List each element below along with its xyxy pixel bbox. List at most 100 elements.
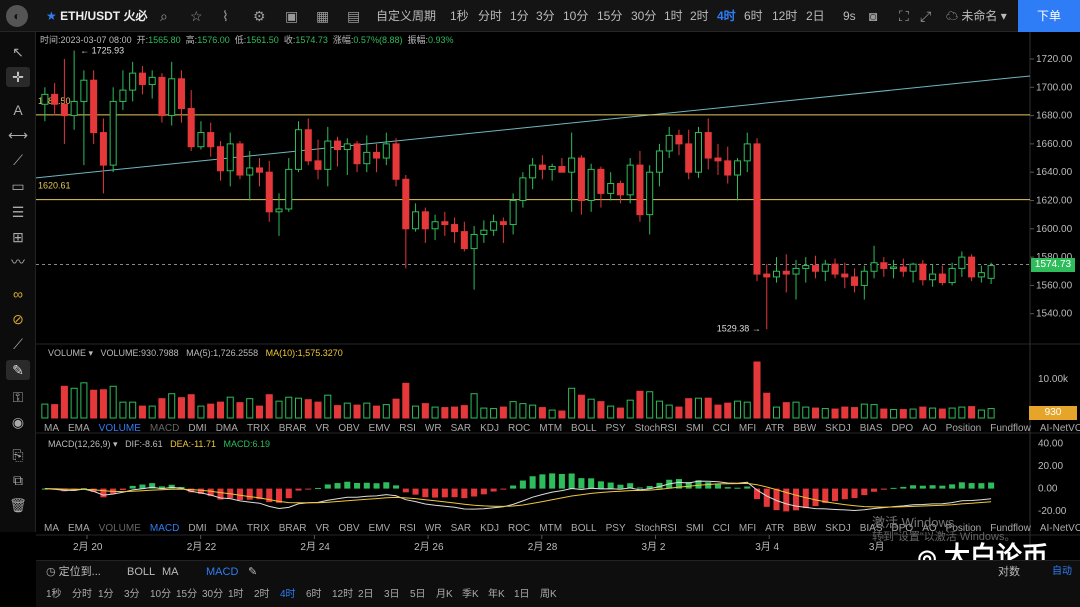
chart-type-icon[interactable]: ⌇ — [222, 8, 229, 24]
indicator-tab-volume[interactable]: VOLUME — [98, 523, 141, 534]
log-scale-toggle[interactable]: 对数 — [998, 566, 1020, 578]
hline-tool-icon[interactable]: ⟷ — [7, 127, 29, 143]
fib-tool-icon[interactable]: ☰ — [11, 204, 25, 220]
indicator-tab-bias[interactable]: BIAS — [859, 523, 883, 534]
period-10m[interactable]: 10分 — [563, 9, 589, 23]
indicator-tab-stochrsi[interactable]: StochRSI — [634, 523, 677, 534]
indicator-ma[interactable]: MA — [162, 566, 179, 578]
indicator-tab-macd[interactable]: MACD — [149, 523, 180, 534]
period-15m[interactable]: 15分 — [597, 9, 623, 23]
auto-scale-toggle[interactable]: 自动 — [1052, 566, 1072, 577]
indicator-tab-bias[interactable]: BIAS — [859, 423, 883, 434]
magnet-icon[interactable]: ⊘ — [12, 311, 24, 327]
indicator-tab-ema[interactable]: EMA — [68, 523, 90, 534]
bottom-period-季K[interactable]: 季K — [462, 589, 479, 600]
indicator-tab-skdj[interactable]: SKDJ — [825, 423, 851, 434]
indicator-tab-atr[interactable]: ATR — [765, 523, 785, 534]
bottom-period-4时[interactable]: 4时 — [280, 589, 296, 600]
indicator-tab-fundflow[interactable]: Fundflow — [990, 423, 1031, 434]
period-1s[interactable]: 1秒 — [450, 9, 469, 23]
bottom-period-1时[interactable]: 1时 — [228, 589, 244, 600]
trash-icon[interactable]: 🗑 — [9, 497, 27, 513]
bottom-period-1日[interactable]: 1日 — [514, 589, 530, 600]
period-4h[interactable]: 4时 — [717, 9, 736, 23]
bottom-period-12时[interactable]: 12时 — [332, 589, 354, 600]
period-6h[interactable]: 6时 — [744, 9, 763, 23]
template-icon[interactable]: ▣ — [285, 8, 299, 24]
wave-tool-icon[interactable]: 〰 — [11, 254, 25, 270]
pattern-tool-icon[interactable]: ⊞ — [12, 229, 24, 245]
crosshair-icon[interactable]: ✛ — [6, 67, 30, 87]
bottom-period-5日[interactable]: 5日 — [410, 589, 426, 600]
indicator-tab-trix[interactable]: TRIX — [246, 523, 270, 534]
indicator-tab-volume[interactable]: VOLUME — [98, 423, 141, 434]
order-button[interactable]: 下单 — [1018, 0, 1080, 32]
indicator-tab-wr[interactable]: WR — [424, 423, 442, 434]
indicator-tab-kdj[interactable]: KDJ — [480, 423, 500, 434]
bottom-period-6时[interactable]: 6时 — [306, 589, 322, 600]
period-30m[interactable]: 30分 — [631, 9, 657, 23]
period-1m[interactable]: 1分 — [510, 9, 529, 23]
indicator-tab-ai-netvol[interactable]: AI-NetVOL — [1039, 423, 1080, 434]
indicator-tab-obv[interactable]: OBV — [338, 423, 360, 434]
candlestick-chart[interactable]: 1680.501620.61 1720.001700.001680.001660… — [35, 32, 1080, 560]
indicator-tab-obv[interactable]: OBV — [338, 523, 360, 534]
bottom-period-2日[interactable]: 2日 — [358, 589, 374, 600]
bottom-period-30分[interactable]: 30分 — [202, 589, 224, 600]
bottom-period-10分[interactable]: 10分 — [150, 589, 172, 600]
indicator-tab-kdj[interactable]: KDJ — [480, 523, 500, 534]
bottom-period-3分[interactable]: 3分 — [124, 589, 140, 600]
favorite-star-icon[interactable]: ★ — [46, 9, 57, 23]
volume-title[interactable]: VOLUME — [48, 348, 87, 358]
search-icon[interactable]: ⌕ — [160, 8, 168, 24]
indicator-boll[interactable]: BOLL — [127, 566, 156, 578]
indicator-tab-psy[interactable]: PSY — [605, 423, 626, 434]
indicator-tab-bbw[interactable]: BBW — [793, 523, 817, 534]
ruler-icon[interactable]: ⟋ — [13, 336, 23, 352]
indicator-tab-atr[interactable]: ATR — [765, 423, 785, 434]
indicator-tab-roc[interactable]: ROC — [508, 523, 531, 534]
add-indicator-icon[interactable]: ☆ — [190, 8, 203, 24]
indicator-tab-sar[interactable]: SAR — [450, 523, 472, 534]
custom-period-dropdown[interactable]: 自定义周期 — [376, 9, 437, 23]
indicator-tab-mfi[interactable]: MFI — [738, 423, 757, 434]
symbol-selector[interactable]: ★ ETH/USDT 火必 — [46, 0, 147, 32]
period-12h[interactable]: 12时 — [772, 9, 798, 23]
indicator-tab-roc[interactable]: ROC — [508, 423, 531, 434]
bottom-period-1分[interactable]: 1分 — [98, 589, 114, 600]
indicator-tab-cci[interactable]: CCI — [712, 523, 730, 534]
indicator-tab-mfi[interactable]: MFI — [738, 523, 757, 534]
indicator-tab-boll[interactable]: BOLL — [571, 423, 597, 434]
bottom-period-年K[interactable]: 年K — [488, 589, 505, 600]
indicator-tab-fundflow[interactable]: Fundflow — [990, 523, 1031, 534]
grid-icon[interactable]: ▦ — [316, 8, 330, 24]
pen-icon[interactable]: ✎ — [6, 360, 30, 380]
indicator-tab-dpo[interactable]: DPO — [891, 523, 914, 534]
indicator-tab-vr[interactable]: VR — [315, 523, 330, 534]
indicator-tab-brar[interactable]: BRAR — [278, 523, 307, 534]
bottom-period-3日[interactable]: 3日 — [384, 589, 400, 600]
lock-icon[interactable]: ⚿ — [12, 389, 24, 405]
trendline-tool-icon[interactable]: ⟋ — [13, 152, 23, 168]
bottom-period-2时[interactable]: 2时 — [254, 589, 270, 600]
fullscreen-icon[interactable]: ⛶ — [899, 8, 909, 24]
indicator-tab-bbw[interactable]: BBW — [793, 423, 817, 434]
layers-icon[interactable]: ⧉ — [13, 472, 23, 488]
eye-icon[interactable]: ◉ — [11, 414, 25, 430]
indicator-tab-ai-netvol[interactable]: AI-NetVOL — [1039, 523, 1080, 534]
bottom-period-1秒[interactable]: 1秒 — [46, 589, 62, 600]
interval-9s[interactable]: 9s — [843, 9, 856, 23]
period-line[interactable]: 分时 — [478, 9, 503, 23]
camera-icon[interactable]: ◙ — [869, 8, 878, 24]
expand-icon[interactable]: ⤢ — [920, 8, 932, 24]
link-tool-icon[interactable]: ∞ — [13, 286, 23, 302]
indicator-tab-dmi[interactable]: DMI — [188, 423, 207, 434]
period-2d[interactable]: 2日 — [806, 9, 825, 23]
indicator-tab-cci[interactable]: CCI — [712, 423, 730, 434]
cloud-save[interactable]: ☁ 未命名 ▾ — [946, 0, 1007, 32]
indicator-tab-brar[interactable]: BRAR — [278, 423, 307, 434]
indicator-tab-dma[interactable]: DMA — [215, 523, 238, 534]
indicator-tab-mtm[interactable]: MTM — [539, 423, 563, 434]
bottom-period-月K[interactable]: 月K — [436, 589, 453, 600]
bottom-period-周K[interactable]: 周K — [540, 589, 557, 600]
